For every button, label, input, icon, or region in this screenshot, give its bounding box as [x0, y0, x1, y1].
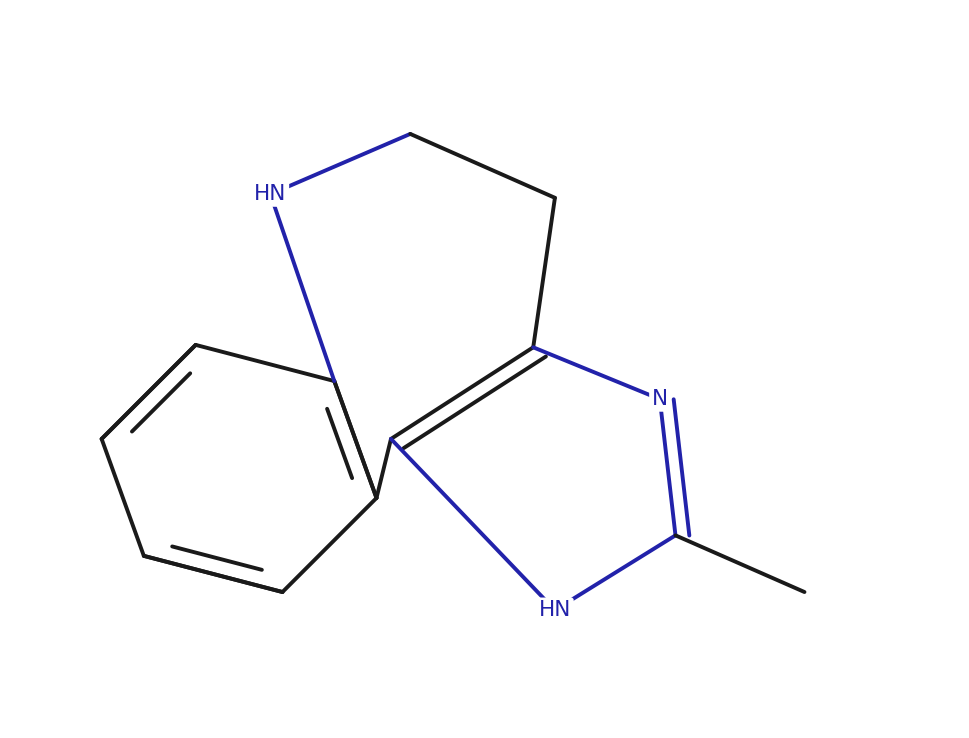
Text: HN: HN — [538, 600, 571, 620]
Text: N: N — [651, 389, 668, 409]
Text: HN: HN — [254, 184, 286, 204]
